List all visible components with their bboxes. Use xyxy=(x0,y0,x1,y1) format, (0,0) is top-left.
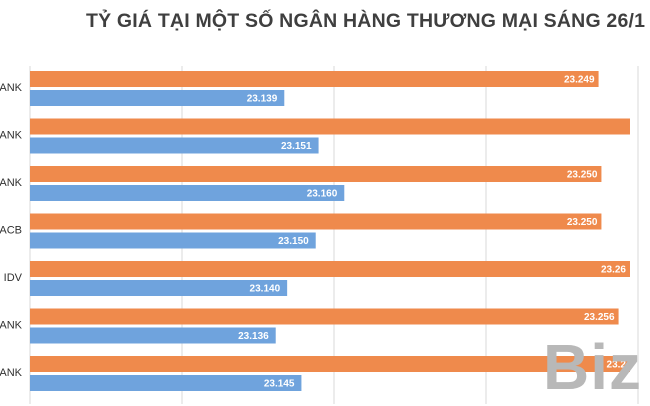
bar-orange xyxy=(30,71,599,87)
category-label: ANK xyxy=(0,177,23,189)
data-label-blue: 23.140 xyxy=(250,284,281,295)
data-label-blue: 23.139 xyxy=(247,94,278,105)
category-label: IDV xyxy=(4,272,23,284)
bar-blue xyxy=(30,90,285,106)
chart-title: TỶ GIÁ TẠI MỘT SỐ NGÂN HÀNG THƯƠNG MẠI S… xyxy=(86,10,646,32)
data-label-orange: 23.256 xyxy=(584,312,615,323)
bar-blue xyxy=(30,137,319,154)
data-label-orange: 23.250 xyxy=(567,170,598,181)
category-label: ACB xyxy=(0,225,22,237)
bar-orange xyxy=(30,118,630,135)
bar-blue xyxy=(30,232,316,249)
data-label-blue: 23.151 xyxy=(281,141,312,152)
data-label-blue: 23.136 xyxy=(238,331,269,342)
category-label: ANK xyxy=(0,130,23,142)
bar-blue xyxy=(30,185,345,201)
data-label-blue: 23.145 xyxy=(264,379,295,390)
bar-blue xyxy=(30,375,302,391)
data-label-orange: 23.26 xyxy=(601,265,626,276)
bar-orange xyxy=(30,308,619,325)
data-label-blue: 23.160 xyxy=(307,189,338,200)
bar-orange xyxy=(30,213,602,230)
watermark-logo: Biz xyxy=(543,331,642,403)
data-label-orange: 23.2 xyxy=(607,360,627,371)
data-label-blue: 23.150 xyxy=(278,236,309,247)
bar-blue xyxy=(30,327,276,344)
category-label: ANK xyxy=(0,82,23,94)
bar-orange xyxy=(30,356,630,372)
bar-orange xyxy=(30,166,602,182)
category-label: ANK xyxy=(0,320,23,332)
bar-blue xyxy=(30,280,288,296)
data-label-orange: 23.249 xyxy=(564,75,595,86)
bar-orange xyxy=(30,261,630,277)
category-label: ANK xyxy=(0,367,23,379)
data-label-orange: 23.250 xyxy=(567,217,598,228)
